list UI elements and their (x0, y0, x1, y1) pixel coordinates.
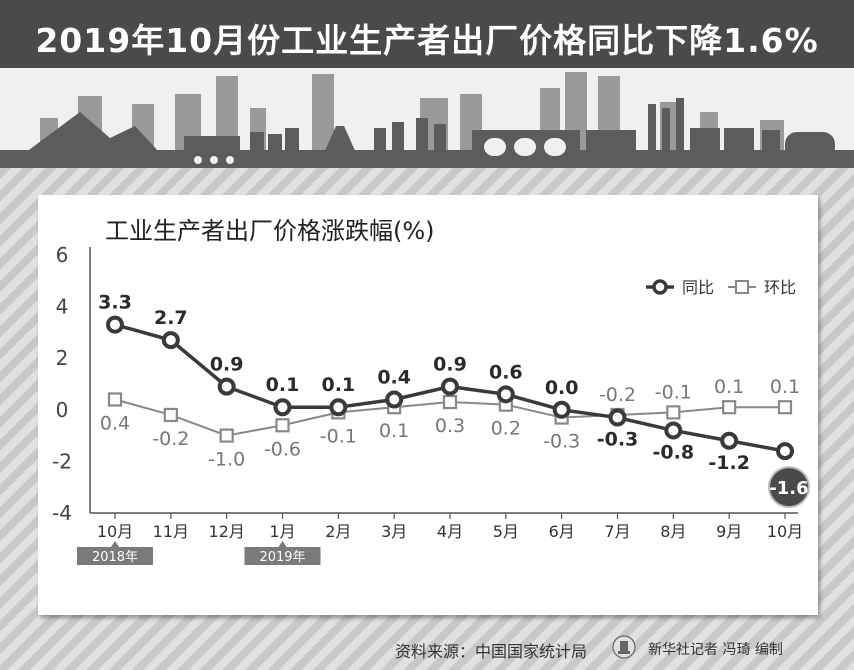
mom-marker (163, 407, 178, 423)
y-tick-label: 4 (56, 295, 69, 319)
credit-text: 新华社记者 冯琦 编制 (648, 642, 783, 658)
yoy-marker (217, 377, 236, 396)
x-tick-label: 11月 (153, 522, 189, 541)
footer: 资料来源：中国国家统计局 新华社记者 冯琦 编制 (0, 622, 854, 670)
mom-marker (442, 394, 458, 410)
x-tick-label: 8月 (660, 522, 686, 541)
x-tick-label: 1月 (269, 522, 295, 541)
page-title: 2019年10月份工业生产者出厂价格同比下降1.6% (35, 21, 819, 60)
xinhua-emblem-icon (612, 635, 636, 659)
yoy-marker (441, 377, 459, 396)
x-tick-label: 7月 (604, 522, 630, 541)
y-tick-label: 2 (56, 346, 69, 370)
yoy-data-label: 0.1 (266, 374, 300, 396)
series-yoy: 3.32.70.90.1 0.1 0.40.9 0.60.0-0.3-0.8 -1.2-… (98, 292, 810, 509)
yoy-marker (329, 398, 348, 417)
year-tag-pointer (111, 541, 119, 547)
yoy-data-label: -0.3 (597, 429, 639, 451)
year-tag-label: 2018年 (92, 550, 138, 565)
yoy-marker (776, 442, 794, 461)
chart-legend: 同比 环比 (646, 278, 796, 297)
yoy-marker (608, 408, 627, 427)
x-tick-label: 6月 (549, 522, 575, 541)
yoy-marker (106, 315, 124, 334)
x-tick-label: 4月 (437, 522, 463, 541)
mom-data-label: 0.1 (714, 376, 744, 398)
yoy-marker (161, 331, 180, 350)
yoy-highlight-badge (768, 466, 810, 509)
legend-yoy-marker (652, 279, 668, 295)
year-tag (244, 547, 321, 565)
yoy-data-label: 0.9 (433, 354, 467, 376)
mom-data-label: -0.2 (152, 428, 189, 450)
chart-panel: 工业生产者出厂价格涨跌幅(%) 6 4 2 0 -2 -4 10月 11月 12月 1月 2月 3月 4… (38, 195, 818, 615)
mom-marker (275, 418, 290, 433)
y-tick-label: -2 (52, 449, 72, 473)
yoy-marker (496, 385, 515, 404)
y-tick-label: 0 (56, 398, 69, 422)
legend-yoy-label: 同比 (682, 278, 714, 297)
mom-data-label: 0.1 (770, 376, 800, 398)
legend-mom-label: 环比 (764, 278, 796, 297)
mom-data-label: 0.4 (100, 412, 130, 434)
chart-title: 工业生产者出厂价格涨跌幅(%) (105, 217, 435, 245)
mom-data-label: 0.1 (379, 420, 409, 442)
y-tick-label: -4 (52, 501, 72, 525)
mom-marker (777, 400, 793, 415)
yoy-data-label: 0.6 (489, 361, 523, 383)
industrial-skyline-illustration (0, 68, 854, 168)
x-tick-label: 5月 (493, 522, 519, 541)
yoy-data-label: -1.2 (708, 452, 750, 474)
mom-data-label: -0.2 (599, 384, 636, 406)
title-banner: 2019年10月份工业生产者出厂价格同比下降1.6% (0, 0, 854, 72)
mom-marker (722, 400, 737, 415)
year-tag (77, 547, 153, 565)
x-tick-label: 10月 (97, 522, 133, 541)
yoy-marker (385, 390, 404, 409)
mom-data-label: 0.2 (491, 418, 521, 440)
yoy-marker (720, 431, 739, 450)
legend-mom-marker (735, 280, 749, 294)
mom-data-label: -1.0 (208, 449, 245, 471)
yoy-data-label: 2.7 (154, 307, 188, 329)
yoy-marker (664, 421, 683, 440)
mom-marker (666, 405, 681, 420)
yoy-data-label: 0.4 (377, 366, 411, 388)
yoy-data-label: 3.3 (98, 292, 132, 314)
x-tick-label: 12月 (208, 522, 244, 541)
yoy-data-label: 0.0 (545, 377, 579, 399)
mom-marker (219, 428, 234, 443)
x-tick-label: 10月 (767, 522, 803, 541)
x-tick-label: 3月 (381, 522, 407, 541)
mom-marker (107, 392, 123, 407)
mom-data-label: -0.1 (655, 381, 692, 403)
yoy-data-label: 0.1 (321, 374, 355, 396)
yoy-data-label: -0.8 (653, 441, 695, 463)
yoy-marker (552, 400, 571, 419)
year-tag-label: 2019年 (259, 550, 305, 565)
mom-data-label: -0.1 (320, 425, 357, 447)
source-text: 资料来源：中国国家统计局 (395, 642, 588, 661)
y-tick-label: 6 (56, 243, 69, 267)
x-tick-label: 2月 (325, 522, 351, 541)
x-tick-label: 9月 (716, 522, 742, 541)
mom-data-label: -0.3 (543, 431, 580, 453)
mom-data-label: -0.6 (264, 438, 301, 460)
yoy-marker (273, 398, 292, 417)
yoy-data-label: -1.6 (769, 478, 808, 499)
chart-axes: 6 4 2 0 -2 -4 10月 11月 12月 1月 2月 3月 4月 5月 6月 7月 8月 9月 10月 20… (52, 243, 803, 565)
line-chart: 工业生产者出厂价格涨跌幅(%) 6 4 2 0 -2 -4 10月 11月 12月 1月 2月 3月 4… (52, 217, 810, 565)
yoy-data-label: 0.9 (210, 354, 244, 376)
year-tag-pointer (278, 541, 287, 547)
mom-data-label: 0.3 (435, 415, 465, 437)
